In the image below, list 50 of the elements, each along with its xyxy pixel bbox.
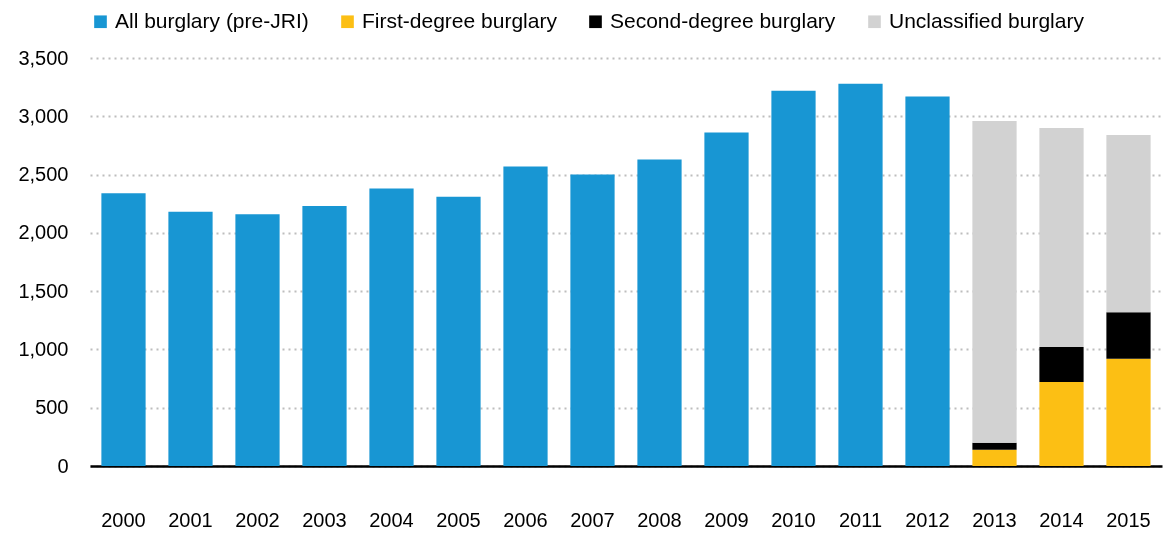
bar <box>771 90 816 466</box>
x-tick-label: 2010 <box>771 508 816 531</box>
bar <box>1106 358 1151 466</box>
x-tick-label: 2007 <box>570 508 615 531</box>
bar <box>570 174 615 466</box>
bar <box>905 96 950 466</box>
y-tick-label: 3,500 <box>18 46 69 69</box>
x-tick-label: 2015 <box>1106 508 1151 531</box>
bar <box>101 193 146 466</box>
bar <box>235 214 280 466</box>
y-tick-label: 0 <box>57 454 69 477</box>
bar <box>503 166 548 466</box>
bar <box>302 206 347 466</box>
x-tick-label: 2003 <box>302 508 347 531</box>
legend-label: All burglary (pre-JRI) <box>115 8 309 32</box>
bar <box>704 132 749 466</box>
x-tick-label: 2002 <box>235 508 280 531</box>
bar <box>168 211 213 466</box>
legend-label: Second-degree burglary <box>610 8 836 32</box>
x-tick-label: 2009 <box>704 508 749 531</box>
y-tick-label: 1,500 <box>18 279 69 302</box>
x-tick-label: 2005 <box>436 508 481 531</box>
bar <box>972 120 1017 443</box>
legend-label: Unclassified burglary <box>889 8 1085 32</box>
y-tick-label: 1,000 <box>18 337 69 360</box>
bar <box>1106 134 1151 313</box>
y-tick-label: 2,000 <box>18 221 69 244</box>
bar <box>637 159 682 466</box>
bar <box>1039 382 1084 466</box>
x-tick-label: 2014 <box>1039 508 1084 531</box>
bar <box>972 442 1017 450</box>
x-tick-label: 2008 <box>637 508 682 531</box>
x-tick-label: 2006 <box>503 508 548 531</box>
bar <box>1039 127 1084 348</box>
bar <box>436 196 481 466</box>
x-tick-label: 2004 <box>369 508 414 531</box>
bar <box>838 83 883 466</box>
bar <box>369 188 414 466</box>
y-tick-label: 2,500 <box>18 163 69 186</box>
bar <box>1039 347 1084 383</box>
y-tick-label: 3,000 <box>18 104 69 127</box>
x-tick-label: 2001 <box>168 508 213 531</box>
bar <box>1106 312 1151 359</box>
legend-label: First-degree burglary <box>362 8 558 32</box>
x-tick-label: 2012 <box>905 508 950 531</box>
y-tick-label: 500 <box>35 396 69 419</box>
bar <box>972 449 1017 466</box>
x-tick-label: 2013 <box>972 508 1017 531</box>
x-tick-label: 2000 <box>101 508 146 531</box>
x-tick-label: 2011 <box>838 508 883 531</box>
